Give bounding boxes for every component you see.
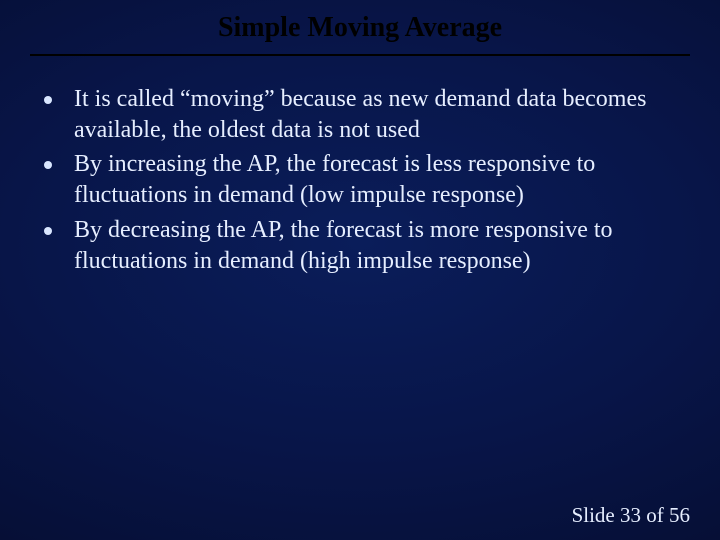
- slide: Simple Moving Average It is called “movi…: [0, 0, 720, 540]
- bullet-text: By increasing the AP, the forecast is le…: [74, 149, 676, 210]
- bullet-icon: [44, 96, 52, 104]
- slide-footer: Slide 33 of 56: [572, 503, 690, 528]
- list-item: By increasing the AP, the forecast is le…: [44, 149, 676, 210]
- bullet-text: By decreasing the AP, the forecast is mo…: [74, 215, 676, 276]
- bullet-icon: [44, 227, 52, 235]
- list-item: It is called “moving” because as new dem…: [44, 84, 676, 145]
- bullet-icon: [44, 161, 52, 169]
- slide-title: Simple Moving Average: [0, 0, 720, 54]
- bullet-text: It is called “moving” because as new dem…: [74, 84, 676, 145]
- list-item: By decreasing the AP, the forecast is mo…: [44, 215, 676, 276]
- bullet-list: It is called “moving” because as new dem…: [0, 56, 720, 276]
